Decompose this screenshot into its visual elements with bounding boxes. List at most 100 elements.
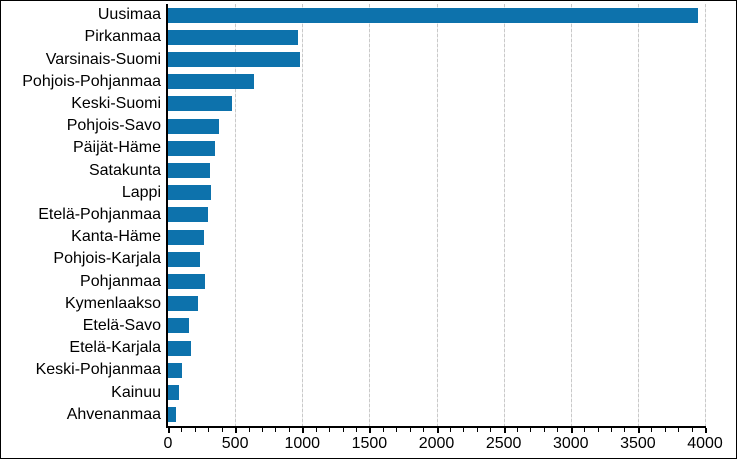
x-axis-major-tick [235, 428, 238, 433]
bar [168, 207, 208, 223]
x-tick-label: 2000 [418, 435, 455, 452]
x-axis-major-tick [503, 428, 506, 433]
x-axis-minor-tick [517, 428, 519, 432]
x-axis-minor-tick [423, 428, 425, 432]
x-tick-label: 2500 [485, 435, 522, 452]
x-axis-minor-tick [342, 428, 344, 432]
category-label: Uusimaa [97, 6, 161, 24]
x-tick-label: 0 [163, 435, 173, 452]
gridline [369, 4, 371, 426]
category-label: Lappi [121, 183, 161, 201]
chart-row: Pohjanmaa [1, 270, 705, 292]
bar-track [168, 315, 705, 337]
bar-track [168, 26, 705, 48]
x-axis-minor-tick [611, 428, 613, 432]
chart-rows: Uusimaa Pirkanmaa Varsinais-Suomi Pohjois-P… [1, 4, 705, 426]
category-label: Kymenlaakso [64, 294, 161, 312]
category-label: Pirkanmaa [84, 28, 161, 46]
x-axis-minor-tick [275, 428, 277, 432]
x-tick-label: 1500 [351, 435, 388, 452]
x-axis-minor-tick [624, 428, 626, 432]
bar-track [168, 359, 705, 381]
category-label: Kanta-Häme [71, 228, 161, 246]
category-label: Pohjois-Karjala [53, 250, 161, 268]
category-label: Etelä-Pohjanmaa [38, 205, 161, 223]
bar [168, 118, 219, 134]
x-axis-minor-tick [329, 428, 331, 432]
x-axis-major-tick [570, 428, 573, 433]
bar [168, 29, 299, 45]
x-axis-minor-tick [490, 428, 492, 432]
bar [168, 52, 301, 67]
bar [168, 251, 200, 267]
category-label: Etelä-Savo [82, 316, 161, 334]
bar [168, 140, 215, 156]
category-label: Pohjanmaa [80, 272, 161, 290]
x-axis-tick-labels: 0 500 1000 1500 2000 2500 3000 3500 4000 [164, 435, 723, 455]
x-axis-minor-tick [382, 428, 384, 432]
bar-track [168, 182, 705, 204]
chart-row: Etelä-Pohjanmaa [1, 204, 705, 226]
x-axis-minor-tick [261, 428, 263, 432]
x-axis-minor-tick [651, 428, 653, 432]
x-axis-minor-tick [584, 428, 586, 432]
x-axis-major-tick [637, 428, 640, 433]
x-axis-minor-tick [288, 428, 290, 432]
chart-row: Kanta-Häme [1, 226, 705, 248]
chart-row: Pohjois-Karjala [1, 248, 705, 270]
category-label: Keski-Pohjanmaa [35, 361, 161, 379]
y-axis-line [166, 4, 168, 428]
x-axis-major-tick [436, 428, 439, 433]
bar [168, 407, 177, 423]
x-axis-minor-tick [678, 428, 680, 432]
chart-row: Ahvenanmaa [1, 404, 705, 426]
chart-row: Pohjois-Savo [1, 115, 705, 137]
x-axis-minor-tick [355, 428, 357, 432]
chart-row: Etelä-Karjala [1, 337, 705, 359]
bar-track [168, 71, 705, 93]
bar-track [168, 115, 705, 137]
bar [168, 385, 180, 401]
bar [168, 74, 254, 90]
bar [168, 163, 211, 179]
bar-track [168, 337, 705, 359]
x-axis-minor-tick [543, 428, 545, 432]
bar [168, 296, 198, 312]
x-axis-minor-tick [409, 428, 411, 432]
chart-row: Pohjois-Pohjanmaa [1, 71, 705, 93]
bar-track [168, 404, 705, 426]
gridline [235, 4, 237, 426]
gridline [503, 4, 505, 426]
x-axis-minor-tick [194, 428, 196, 432]
gridline [302, 4, 304, 426]
bar-track [168, 270, 705, 292]
chart-row: Keski-Pohjanmaa [1, 359, 705, 381]
bar-track [168, 93, 705, 115]
category-label: Varsinais-Suomi [45, 50, 161, 68]
x-axis-ticks [168, 428, 707, 434]
x-tick-label: 1000 [284, 435, 321, 452]
bar-track [168, 159, 705, 181]
category-label: Kainuu [111, 383, 161, 401]
gridline [436, 4, 438, 426]
bar [168, 274, 205, 290]
gridline [637, 4, 639, 426]
x-axis-minor-tick [463, 428, 465, 432]
bar [168, 362, 183, 378]
x-axis-minor-tick [396, 428, 398, 432]
x-axis-minor-tick [476, 428, 478, 432]
gridline [570, 4, 572, 426]
chart-row: Keski-Suomi [1, 93, 705, 115]
bar-track [168, 381, 705, 403]
x-tick-label: 3000 [552, 435, 589, 452]
x-axis-minor-tick [181, 428, 183, 432]
category-label: Pohjois-Savo [66, 117, 161, 135]
x-axis-major-tick [168, 428, 170, 433]
x-axis-minor-tick [597, 428, 599, 432]
category-label: Keski-Suomi [71, 94, 161, 112]
chart-row: Uusimaa [1, 4, 705, 26]
x-axis-minor-tick [208, 428, 210, 432]
chart-row: Etelä-Savo [1, 315, 705, 337]
x-tick-label: 4000 [687, 435, 723, 452]
x-axis-major-tick [369, 428, 372, 433]
